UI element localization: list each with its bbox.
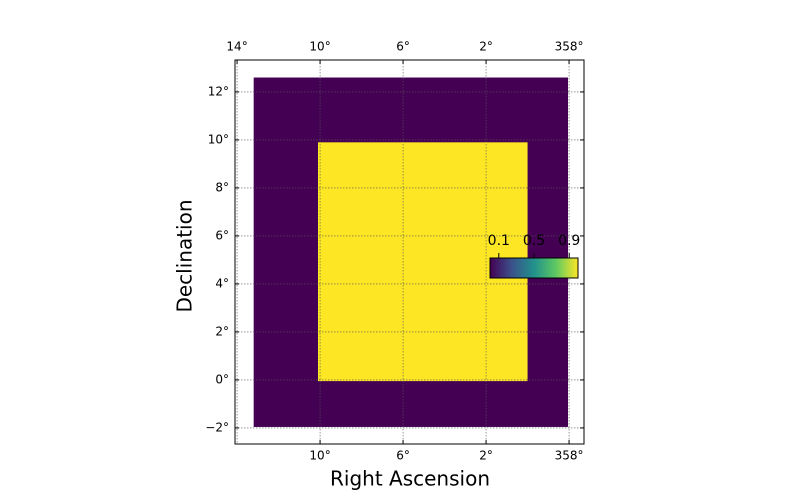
y-tick-label: −2° — [205, 420, 229, 434]
x-tick-label: 6° — [396, 449, 410, 463]
colorbar-tick-label: 0.9 — [558, 233, 580, 249]
x-top-tick-label: 6° — [396, 40, 410, 54]
x-top-tick-label: 10° — [309, 40, 330, 54]
y-tick-label: 0° — [215, 372, 229, 386]
x-axis-label: Right Ascension — [330, 467, 490, 491]
x-tick-label: 2° — [479, 449, 493, 463]
colorbar-tick-label: 0.1 — [488, 233, 510, 249]
y-tick-label: 8° — [215, 180, 229, 194]
y-tick-label: 4° — [215, 276, 229, 290]
colorbar — [489, 257, 579, 279]
y-axis-label: Declination — [173, 199, 197, 312]
y-tick-label: 2° — [215, 324, 229, 338]
x-tick-label: 10° — [309, 449, 330, 463]
x-top-tick-label: 14° — [226, 40, 247, 54]
x-tick-label: 358° — [555, 449, 584, 463]
y-tick-label: 6° — [215, 228, 229, 242]
x-top-tick-label: 358° — [555, 40, 584, 54]
y-tick-label: 10° — [208, 132, 229, 146]
colorbar-tick-label: 0.5 — [523, 233, 545, 249]
y-tick-label: 12° — [208, 84, 229, 98]
plot-frame — [234, 59, 585, 445]
x-top-tick-label: 2° — [479, 40, 493, 54]
